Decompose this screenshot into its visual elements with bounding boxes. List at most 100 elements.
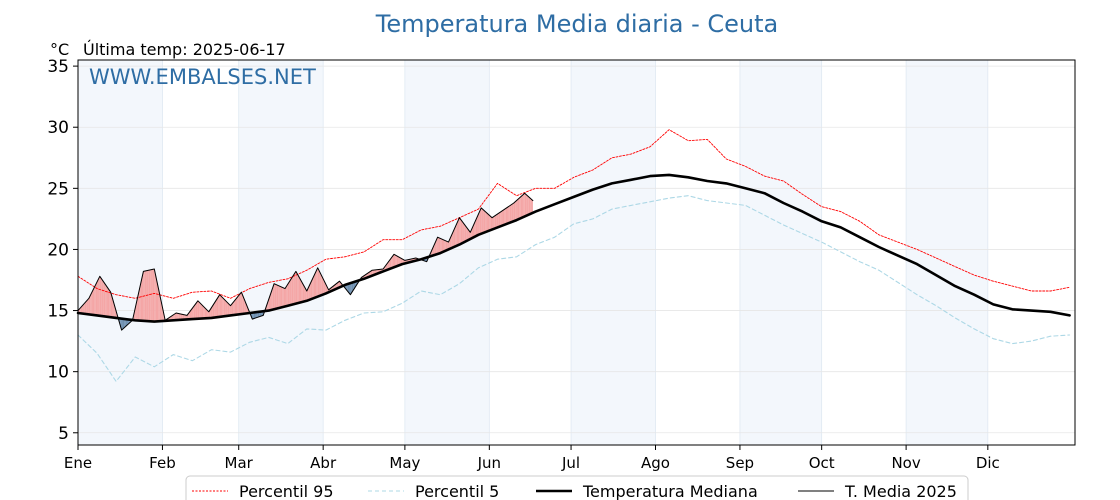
fill-above-median bbox=[99, 276, 102, 316]
data-point-t-media-2025 bbox=[132, 320, 134, 322]
data-point-percentil-5 bbox=[363, 312, 365, 314]
data-point-percentil-95 bbox=[230, 298, 232, 300]
data-point-percentil-5 bbox=[478, 267, 480, 269]
fill-above-median bbox=[519, 196, 521, 219]
fill-above-median bbox=[460, 219, 463, 244]
fill-above-median bbox=[196, 300, 198, 319]
month-shading bbox=[78, 60, 988, 445]
data-point-percentil-95 bbox=[344, 256, 346, 258]
fill-below-median bbox=[122, 318, 125, 329]
fill-above-median bbox=[240, 292, 242, 315]
unit-label: °C bbox=[50, 40, 69, 59]
data-point-temperatura-mediana bbox=[611, 183, 613, 185]
data-point-temperatura-mediana bbox=[287, 305, 289, 307]
fill-above-median bbox=[513, 201, 516, 222]
data-point-t-media-2025 bbox=[175, 312, 177, 314]
data-point-temperatura-mediana bbox=[993, 304, 995, 306]
data-point-percentil-5 bbox=[840, 251, 842, 253]
fill-above-median bbox=[146, 270, 148, 322]
data-point-percentil-95 bbox=[420, 229, 422, 231]
fill-above-median bbox=[211, 305, 213, 318]
data-point-temperatura-mediana bbox=[707, 180, 709, 182]
data-point-t-media-2025 bbox=[459, 217, 461, 219]
data-point-percentil-5 bbox=[325, 329, 327, 331]
data-point-temperatura-mediana bbox=[592, 189, 594, 191]
fill-above-median bbox=[140, 277, 143, 321]
fill-above-median bbox=[201, 304, 204, 319]
fill-above-median bbox=[291, 275, 294, 305]
fill-above-median bbox=[148, 269, 151, 322]
data-point-percentil-95 bbox=[783, 180, 785, 182]
month-shade-may bbox=[404, 60, 490, 445]
data-point-percentil-95 bbox=[993, 280, 995, 282]
fill-above-median bbox=[199, 302, 201, 319]
fill-above-median bbox=[464, 225, 467, 242]
fill-above-median bbox=[309, 282, 311, 300]
fill-above-median bbox=[101, 278, 103, 317]
data-point-percentil-95 bbox=[249, 288, 251, 290]
fill-above-median bbox=[83, 302, 85, 314]
fill-above-median bbox=[516, 199, 518, 221]
fill-above-median bbox=[193, 304, 196, 320]
data-point-percentil-95 bbox=[440, 225, 442, 227]
fill-above-median bbox=[287, 282, 290, 306]
fill-above-median bbox=[485, 211, 487, 233]
series-line-percentil-95 bbox=[77, 129, 1071, 299]
fill-above-median bbox=[453, 226, 456, 247]
data-point-temperatura-mediana bbox=[192, 318, 194, 320]
fill-above-median bbox=[507, 206, 509, 224]
fill-above-median bbox=[434, 240, 437, 255]
data-point-percentil-95 bbox=[916, 249, 918, 251]
fill-above-median bbox=[523, 193, 525, 218]
data-point-percentil-95 bbox=[840, 211, 842, 213]
fill-above-median bbox=[492, 216, 494, 230]
fill-above-median bbox=[227, 302, 230, 316]
data-point-percentil-95 bbox=[630, 153, 632, 155]
fill-above-median bbox=[204, 307, 207, 319]
fill-above-median bbox=[443, 239, 445, 252]
fill-above-median bbox=[477, 214, 479, 236]
data-point-temperatura-mediana bbox=[1050, 311, 1052, 313]
data-point-percentil-5 bbox=[268, 337, 270, 339]
x-tick-label-ene: Ene bbox=[64, 454, 92, 472]
fill-above-median bbox=[395, 255, 397, 267]
series-line-percentil-5 bbox=[77, 195, 1071, 382]
fill-above-median bbox=[283, 287, 286, 307]
data-point-temperatura-mediana bbox=[325, 293, 327, 295]
fill-below-median bbox=[255, 312, 257, 319]
fill-above-median bbox=[512, 203, 514, 222]
fill-above-median bbox=[203, 306, 205, 319]
fill-below-median bbox=[350, 282, 352, 295]
fill-above-median bbox=[496, 214, 498, 228]
data-point-percentil-5 bbox=[611, 208, 613, 210]
fill-above-median bbox=[230, 303, 232, 316]
grid-lines bbox=[78, 60, 1075, 445]
data-point-percentil-5 bbox=[630, 205, 632, 207]
data-point-percentil-95 bbox=[173, 298, 175, 300]
data-point-t-media-2025 bbox=[99, 276, 101, 278]
data-point-percentil-5 bbox=[783, 224, 785, 226]
fill-below-median bbox=[121, 318, 123, 331]
data-point-percentil-5 bbox=[859, 261, 861, 263]
fill-above-median bbox=[317, 267, 320, 297]
data-point-percentil-95 bbox=[611, 157, 613, 159]
data-point-t-media-2025 bbox=[382, 268, 384, 270]
data-point-percentil-95 bbox=[306, 269, 308, 271]
fill-above-median bbox=[504, 208, 506, 225]
fill-above-median bbox=[87, 298, 89, 315]
fill-above-median bbox=[86, 299, 88, 315]
fill-below-median bbox=[252, 312, 254, 320]
data-point-t-media-2025 bbox=[317, 267, 319, 269]
fill-above-median bbox=[103, 282, 106, 317]
fill-above-median bbox=[498, 212, 501, 227]
data-point-t-media-2025 bbox=[208, 311, 210, 313]
fill-above-median bbox=[102, 280, 104, 317]
data-point-percentil-5 bbox=[516, 256, 518, 258]
fill-above-median bbox=[398, 256, 400, 266]
data-point-percentil-95 bbox=[1050, 290, 1052, 292]
fill-above-median bbox=[487, 214, 490, 232]
fill-above-median bbox=[189, 309, 192, 320]
data-point-temperatura-mediana bbox=[649, 175, 651, 177]
fill-above-median bbox=[489, 215, 491, 231]
data-point-temperatura-mediana bbox=[440, 252, 442, 254]
